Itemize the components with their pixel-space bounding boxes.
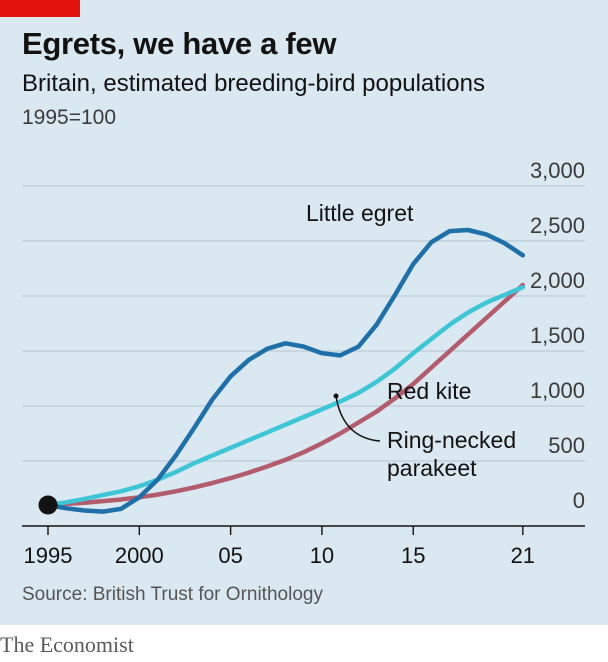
chart-panel: Egrets, we have a few Britain, estimated…: [0, 0, 608, 625]
x-tick-label-2005: 05: [218, 543, 242, 568]
base-year-marker: [38, 495, 58, 515]
label-little-egret: Little egret: [306, 200, 414, 226]
x-tick-label-1995: 1995: [24, 543, 73, 568]
grid-lines: [22, 185, 585, 462]
x-axis: 1995 2000 05 10 15 21: [22, 525, 585, 568]
line-chart: 0 500 1,000 1,500 2,000 2,500 3,000 1995 2000 05…: [22, 158, 585, 568]
y-axis-ticks: 0 500 1,000 1,500 2,000 2,500 3,000: [530, 158, 585, 513]
x-tick-label-2021: 21: [511, 543, 535, 568]
x-tick-label-2000: 2000: [115, 543, 164, 568]
chart-title: Egrets, we have a few: [22, 26, 337, 61]
y-tick-label-2000: 2,000: [530, 268, 585, 293]
label-red-kite: Red kite: [387, 378, 471, 404]
y-tick-label-1500: 1,500: [530, 323, 585, 348]
y-tick-label-2500: 2,500: [530, 213, 585, 238]
series-line-ring-necked-parakeet: [45, 284, 526, 508]
series-lines: [38, 227, 526, 515]
brand-tag: [0, 0, 80, 17]
annotations: Little egret Red kite Ring-necked parake…: [306, 200, 516, 481]
parakeet-pointer-dot: [333, 393, 339, 399]
y-tick-label-1000: 1,000: [530, 378, 585, 403]
label-parakeet-line1: Ring-necked: [387, 427, 516, 453]
chart-subtitle: Britain, estimated breeding-bird populat…: [22, 70, 485, 97]
index-note: 1995=100: [22, 106, 117, 129]
x-tick-label-2015: 15: [401, 543, 425, 568]
y-tick-label-0: 0: [573, 488, 585, 513]
series-line-little-egret: [45, 227, 526, 514]
y-tick-label-500: 500: [548, 433, 585, 458]
series-line-red-kite: [45, 282, 526, 508]
publisher-logo: The Economist: [0, 632, 134, 657]
parakeet-pointer-line: [335, 395, 381, 442]
label-parakeet-line2: parakeet: [387, 455, 477, 481]
source-note: Source: British Trust for Ornithology: [22, 584, 323, 605]
y-tick-label-3000: 3,000: [530, 158, 585, 183]
x-tick-label-2010: 10: [310, 543, 334, 568]
